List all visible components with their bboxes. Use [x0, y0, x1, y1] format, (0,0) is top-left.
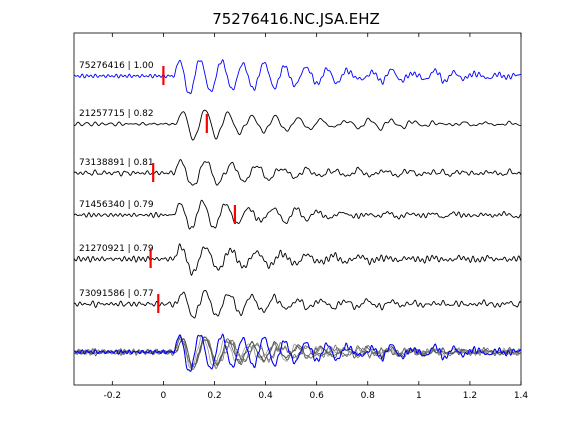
- trace-label: 21270921 | 0.79: [79, 244, 154, 254]
- trace-label: 71456340 | 0.79: [79, 200, 154, 210]
- trace-line-73091586: [73, 290, 522, 319]
- stack-line-73138891: [73, 336, 522, 366]
- trace-label: 73138891 | 0.81: [79, 158, 154, 168]
- trace-labels: 75276416 | 1.00 21257715 | 0.82 73138891 |…: [79, 61, 154, 299]
- chart-title: 75276416.NC.JSA.EHZ: [212, 10, 380, 28]
- stack-line-master: [73, 333, 522, 372]
- pick-markers: [149, 66, 237, 313]
- trace-line-71456340: [73, 199, 522, 230]
- x-tick-label: -0.2: [104, 391, 122, 401]
- x-axis: -0.2 0 0.2 0.4 0.6 0.8 1 1.2 1.4: [104, 33, 529, 401]
- x-tick-label: 0: [161, 391, 167, 401]
- x-tick-label: 0.2: [207, 391, 221, 401]
- x-tick-label: 0.8: [361, 391, 376, 401]
- trace-label: 21257715 | 0.82: [79, 109, 154, 119]
- x-tick-label: 1.4: [514, 391, 529, 401]
- trace-line-73138891: [73, 158, 522, 186]
- trace-line-75276416: [73, 58, 522, 95]
- trace-label: 73091586 | 0.77: [79, 289, 154, 299]
- x-tick-label: 1: [416, 391, 422, 401]
- stacked-overlay: [73, 333, 522, 372]
- x-tick-label: 0.4: [258, 391, 273, 401]
- x-tick-label: 0.6: [309, 391, 324, 401]
- trace-label: 75276416 | 1.00: [79, 61, 154, 71]
- trace-line-21270921: [73, 243, 522, 277]
- trace-line-21257715: [73, 109, 522, 141]
- x-tick-label: 1.2: [463, 391, 477, 401]
- traces: [73, 58, 522, 319]
